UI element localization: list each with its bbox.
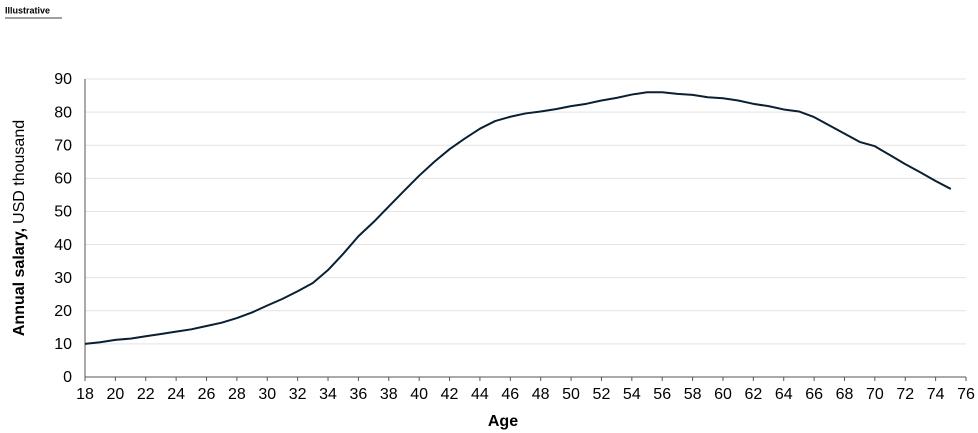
x-axis-title: Age <box>488 413 518 430</box>
x-tick-label: 40 <box>410 386 428 403</box>
x-tick-label: 20 <box>106 386 124 403</box>
y-axis-title-bold: Annual salary, <box>11 228 28 336</box>
x-tick-label: 50 <box>562 386 580 403</box>
x-tick-label: 42 <box>441 386 459 403</box>
y-tick-label: 40 <box>54 237 72 254</box>
x-tick-label: 64 <box>775 386 793 403</box>
x-tick-label: 32 <box>289 386 307 403</box>
x-tick-label: 22 <box>137 386 155 403</box>
x-tick-label: 30 <box>258 386 276 403</box>
y-tick-label: 70 <box>54 137 72 154</box>
y-tick-label: 80 <box>54 104 72 121</box>
x-tick-label: 68 <box>836 386 854 403</box>
note-label: Illustrative <box>5 5 50 15</box>
x-tick-label: 56 <box>653 386 671 403</box>
x-tick-label: 44 <box>471 386 489 403</box>
x-tick-label: 74 <box>927 386 945 403</box>
y-tick-label: 50 <box>54 204 72 221</box>
x-tick-label: 60 <box>714 386 732 403</box>
x-tick-label: 26 <box>198 386 216 403</box>
y-tick-label: 20 <box>54 303 72 320</box>
x-tick-label: 62 <box>744 386 762 403</box>
x-tick-label: 28 <box>228 386 246 403</box>
x-tick-label: 58 <box>684 386 702 403</box>
y-tick-label: 90 <box>54 71 72 88</box>
x-tick-label: 34 <box>319 386 337 403</box>
y-tick-label: 60 <box>54 171 72 188</box>
x-tick-label: 76 <box>957 386 975 403</box>
y-tick-label: 10 <box>54 336 72 353</box>
x-tick-label: 52 <box>593 386 611 403</box>
x-tick-label: 48 <box>532 386 550 403</box>
x-tick-label: 54 <box>623 386 641 403</box>
x-tick-label: 46 <box>501 386 519 403</box>
x-tick-label: 36 <box>350 386 368 403</box>
y-tick-label: 30 <box>54 270 72 287</box>
y-axis-title: Annual salary, USD thousand <box>11 120 28 336</box>
x-tick-label: 38 <box>380 386 398 403</box>
x-tick-label: 24 <box>167 386 185 403</box>
y-axis-title-unit: USD thousand <box>11 120 28 224</box>
line-series <box>84 91 952 345</box>
x-tick-label: 70 <box>866 386 884 403</box>
x-tick-label: 72 <box>896 386 914 403</box>
x-tick-label: 18 <box>76 386 94 403</box>
y-tick-label: 0 <box>63 369 72 386</box>
x-tick-label: 66 <box>805 386 823 403</box>
